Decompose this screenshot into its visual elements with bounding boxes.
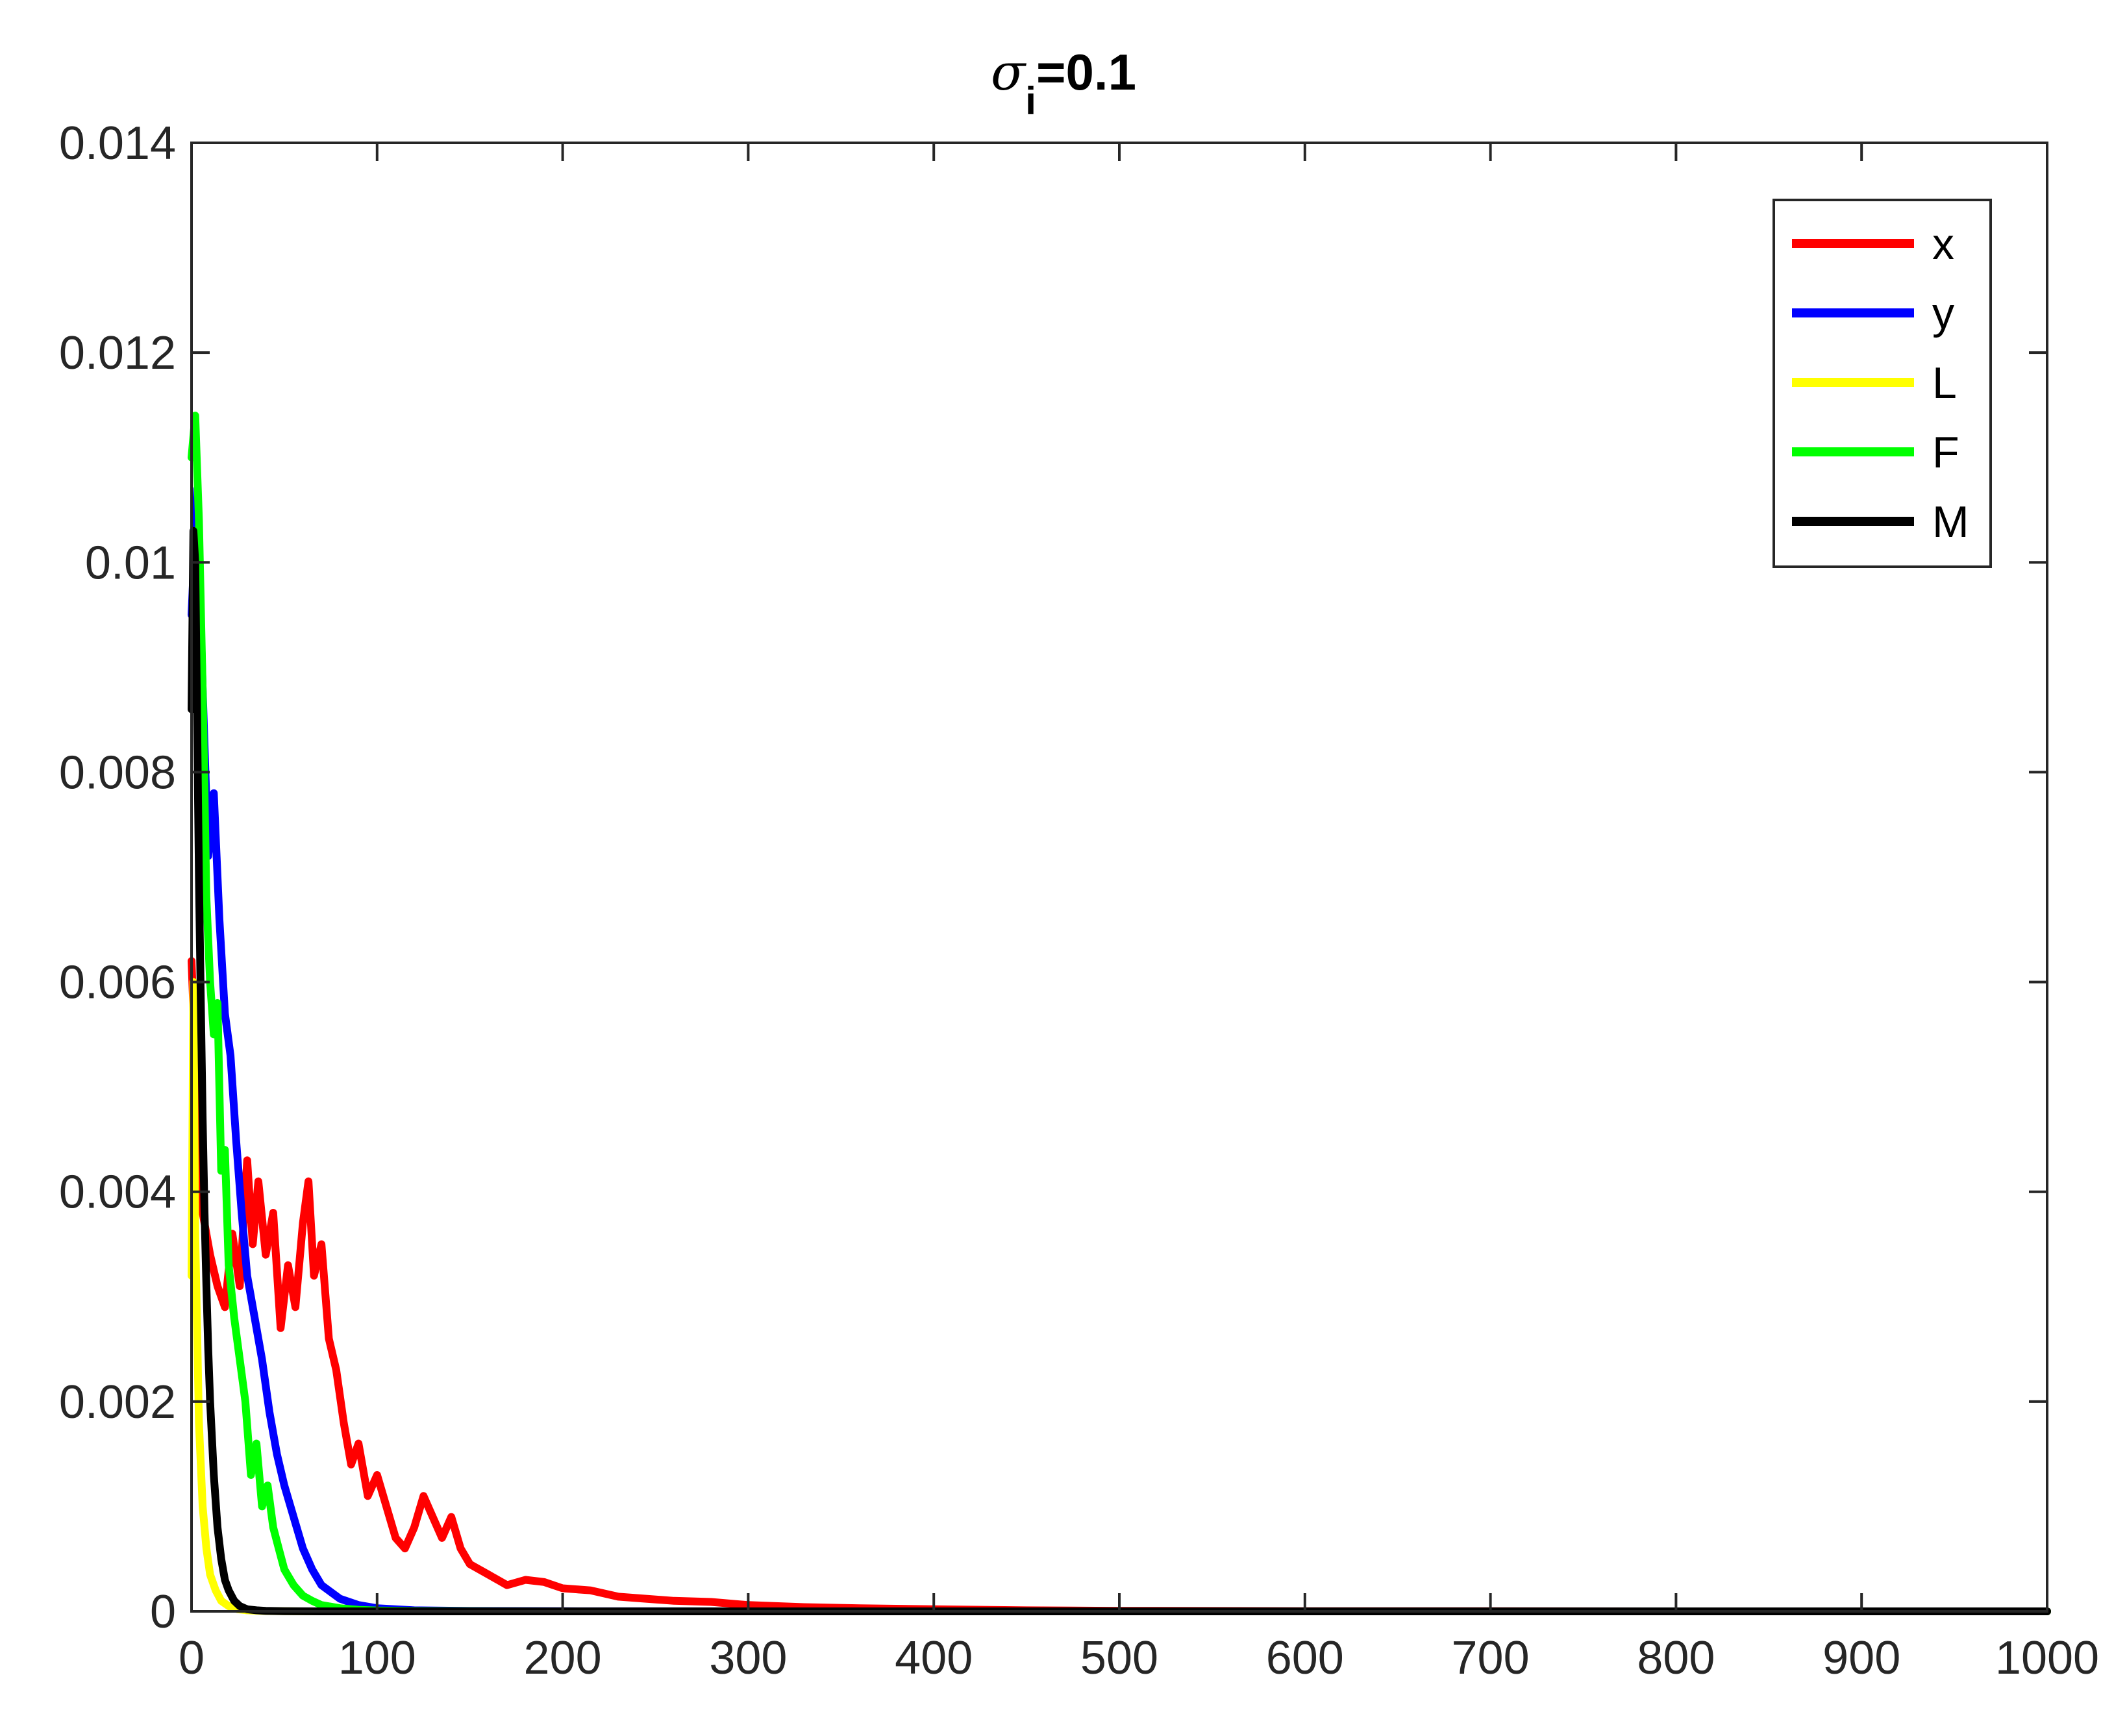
title-suffix: =0.1 bbox=[1036, 43, 1136, 101]
plot-area bbox=[192, 143, 2047, 1611]
title-subscript: i bbox=[1025, 79, 1036, 123]
y-tick-label: 0.004 bbox=[59, 1167, 176, 1219]
x-tick-label: 800 bbox=[1637, 1632, 1715, 1684]
legend-label-M: M bbox=[1932, 497, 1969, 547]
legend-label-y: y bbox=[1932, 289, 1954, 338]
title-symbol: σ bbox=[991, 43, 1026, 102]
y-tick-label: 0.006 bbox=[59, 957, 176, 1009]
chart-title: σi=0.1 bbox=[991, 43, 1136, 123]
y-tick-label: 0.002 bbox=[59, 1376, 176, 1428]
x-tick-label: 1000 bbox=[1995, 1632, 2099, 1684]
series-line-x bbox=[188, 957, 2051, 1615]
ticks-layer: 0 100 200 300 400 500 600 700 800 900 1000 0 0.002 0.… bbox=[59, 118, 2099, 1684]
y-tick-label: 0.014 bbox=[59, 118, 176, 169]
y-tick-label: 0.008 bbox=[59, 747, 176, 799]
legend-label-F: F bbox=[1932, 428, 1959, 477]
x-tick-label: 0 bbox=[179, 1632, 205, 1684]
x-tick-label: 700 bbox=[1452, 1632, 1530, 1684]
x-tick-label: 500 bbox=[1080, 1632, 1158, 1684]
y-tick-label: 0.012 bbox=[59, 327, 176, 379]
x-tick-label: 900 bbox=[1822, 1632, 1900, 1684]
x-tick-label: 400 bbox=[895, 1632, 973, 1684]
legend-label-x: x bbox=[1932, 219, 1954, 269]
y-tick-label: 0 bbox=[150, 1586, 176, 1638]
legend-label-L: L bbox=[1932, 358, 1957, 408]
x-tick-label: 300 bbox=[709, 1632, 787, 1684]
y-tick-label: 0.01 bbox=[85, 537, 176, 589]
x-tick-label: 200 bbox=[524, 1632, 602, 1684]
x-tick-label: 600 bbox=[1266, 1632, 1344, 1684]
x-tick-label: 100 bbox=[338, 1632, 416, 1684]
